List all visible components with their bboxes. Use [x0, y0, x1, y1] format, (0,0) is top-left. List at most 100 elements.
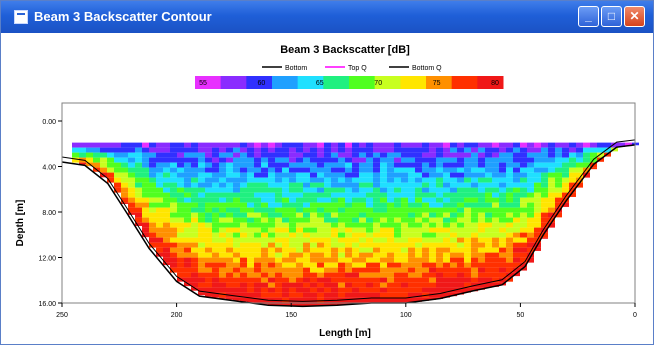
- heatmap-cell: [114, 167, 121, 173]
- heatmap-cell: [135, 212, 142, 218]
- heatmap-cell: [205, 142, 212, 148]
- heatmap-cell: [394, 257, 401, 263]
- heatmap-cell: [450, 252, 457, 258]
- heatmap-cell: [191, 142, 198, 148]
- heatmap-cell: [436, 242, 443, 248]
- heatmap-cell: [387, 257, 394, 263]
- heatmap-cell: [408, 177, 415, 183]
- heatmap-cell: [163, 192, 170, 198]
- heatmap-cell: [436, 167, 443, 173]
- heatmap-cell: [499, 202, 506, 208]
- maximize-button[interactable]: □: [601, 6, 622, 27]
- heatmap-cell: [352, 187, 359, 193]
- heatmap-cell: [408, 207, 415, 213]
- heatmap-cell: [331, 167, 338, 173]
- heatmap-cell: [219, 152, 226, 158]
- heatmap-cell: [205, 217, 212, 223]
- heatmap-cell: [170, 167, 177, 173]
- heatmap-cell: [471, 267, 478, 273]
- heatmap-cell: [485, 257, 492, 263]
- heatmap-cell: [520, 262, 527, 268]
- heatmap-cell: [268, 167, 275, 173]
- heatmap-cell: [499, 217, 506, 223]
- heatmap-cell: [541, 172, 548, 178]
- heatmap-cell: [499, 252, 506, 258]
- heatmap-cell: [527, 212, 534, 218]
- heatmap-cell: [373, 172, 380, 178]
- heatmap-cell: [219, 162, 226, 168]
- heatmap-cell: [219, 177, 226, 183]
- heatmap-cell: [443, 292, 450, 298]
- heatmap-cell: [359, 157, 366, 163]
- x-tick-label: 100: [400, 312, 412, 319]
- heatmap-cell: [240, 252, 247, 258]
- heatmap-cell: [457, 227, 464, 233]
- heatmap-cell: [233, 292, 240, 298]
- heatmap-cell: [324, 212, 331, 218]
- heatmap-cell: [450, 267, 457, 273]
- heatmap-cell: [415, 182, 422, 188]
- heatmap-cell: [240, 292, 247, 298]
- heatmap-cell: [338, 197, 345, 203]
- heatmap-cell: [534, 197, 541, 203]
- heatmap-cell: [471, 257, 478, 263]
- heatmap-cell: [261, 182, 268, 188]
- heatmap-cell: [212, 252, 219, 258]
- heatmap-cell: [184, 277, 191, 283]
- heatmap-cell: [576, 167, 583, 173]
- heatmap-cell: [275, 297, 282, 303]
- heatmap-cell: [450, 272, 457, 278]
- heatmap-cell: [247, 272, 254, 278]
- heatmap-cell: [541, 217, 548, 223]
- heatmap-cell: [198, 157, 205, 163]
- heatmap-cell: [394, 167, 401, 173]
- heatmap-cell: [296, 182, 303, 188]
- heatmap-cell: [345, 157, 352, 163]
- x-tick-label: 150: [285, 312, 297, 319]
- heatmap-cell: [226, 152, 233, 158]
- heatmap-cell: [114, 162, 121, 168]
- heatmap-cell: [443, 272, 450, 278]
- heatmap-cell: [352, 147, 359, 153]
- heatmap-cell: [387, 222, 394, 228]
- heatmap-cell: [142, 147, 149, 153]
- heatmap-cell: [142, 217, 149, 223]
- heatmap-cell: [254, 277, 261, 283]
- heatmap-cell: [219, 157, 226, 163]
- heatmap-cell: [226, 272, 233, 278]
- window-title: Beam 3 Backscatter Contour: [34, 9, 212, 24]
- heatmap-cell: [429, 187, 436, 193]
- heatmap-cell: [408, 157, 415, 163]
- heatmap-cell: [352, 167, 359, 173]
- heatmap-cell: [303, 277, 310, 283]
- heatmap-cell: [212, 222, 219, 228]
- heatmap-cell: [506, 162, 513, 168]
- chart-title: Beam 3 Backscatter [dB]: [280, 44, 410, 56]
- heatmap-cell: [128, 202, 135, 208]
- heatmap-cell: [163, 162, 170, 168]
- heatmap-cell: [380, 227, 387, 233]
- heatmap-cell: [429, 247, 436, 253]
- heatmap-cell: [303, 282, 310, 288]
- heatmap-cell: [380, 262, 387, 268]
- heatmap-cell: [296, 147, 303, 153]
- heatmap-cell: [457, 232, 464, 238]
- heatmap-cell: [331, 172, 338, 178]
- minimize-button[interactable]: _: [578, 6, 599, 27]
- heatmap-cell: [156, 217, 163, 223]
- heatmap-cell: [422, 287, 429, 293]
- title-bar[interactable]: Beam 3 Backscatter Contour _ □ ✕: [1, 1, 653, 33]
- heatmap-cell: [401, 272, 408, 278]
- heatmap-cell: [534, 222, 541, 228]
- heatmap-cell: [506, 222, 513, 228]
- heatmap-cell: [464, 247, 471, 253]
- heatmap-cell: [506, 247, 513, 253]
- heatmap-cell: [380, 207, 387, 213]
- heatmap-cell: [72, 157, 79, 163]
- close-button[interactable]: ✕: [624, 6, 645, 27]
- heatmap-cell: [184, 222, 191, 228]
- heatmap-cell: [289, 262, 296, 268]
- heatmap-cell: [212, 212, 219, 218]
- heatmap-cell: [247, 142, 254, 148]
- heatmap-cell: [527, 147, 534, 153]
